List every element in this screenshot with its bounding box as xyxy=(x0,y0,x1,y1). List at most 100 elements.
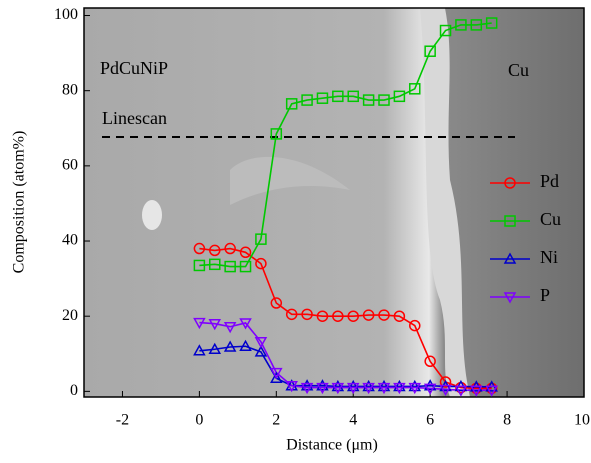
marker xyxy=(485,17,498,29)
marker xyxy=(332,90,344,103)
marker xyxy=(423,383,437,395)
marker xyxy=(270,297,283,309)
legend-marker xyxy=(504,215,516,227)
y-tick-label: 0 xyxy=(70,382,78,399)
marker xyxy=(347,90,359,103)
marker xyxy=(439,384,452,397)
marker xyxy=(270,128,283,140)
y-tick-label: 80 xyxy=(62,81,78,98)
annotation: Linescan xyxy=(102,108,167,128)
micrograph xyxy=(84,8,584,397)
marker xyxy=(316,310,329,322)
legend-marker xyxy=(503,292,517,304)
marker xyxy=(239,318,252,330)
x-tick-label: 0 xyxy=(195,412,203,429)
marker xyxy=(408,382,422,395)
marker xyxy=(239,260,252,273)
y-tick-label: 40 xyxy=(62,232,78,249)
annotation: PdCuNiP xyxy=(100,58,168,78)
marker xyxy=(485,385,498,397)
y-tick-label: 100 xyxy=(54,6,78,23)
marker xyxy=(208,318,222,331)
marker xyxy=(316,92,329,104)
marker xyxy=(362,309,375,321)
marker xyxy=(285,380,298,393)
marker xyxy=(208,342,222,355)
marker xyxy=(209,258,221,271)
marker xyxy=(455,19,467,31)
marker xyxy=(316,382,329,395)
marker xyxy=(254,337,268,349)
marker xyxy=(454,385,468,397)
marker xyxy=(193,259,206,272)
x-tick-label: 4 xyxy=(349,412,357,429)
marker xyxy=(331,379,345,392)
marker xyxy=(424,355,436,368)
marker xyxy=(301,94,313,106)
x-tick-label: 8 xyxy=(503,412,511,429)
legend-label: P xyxy=(540,285,550,305)
marker xyxy=(239,339,252,352)
marker xyxy=(470,19,483,31)
marker xyxy=(378,309,390,321)
marker xyxy=(362,382,375,395)
marker xyxy=(255,233,267,245)
legend-marker xyxy=(503,252,517,264)
x-tick-label: 10 xyxy=(574,412,590,429)
marker xyxy=(393,90,406,103)
marker xyxy=(224,260,236,273)
marker xyxy=(285,308,298,321)
marker xyxy=(377,379,391,392)
x-tick-label: 2 xyxy=(272,412,280,429)
marker xyxy=(346,382,360,395)
marker xyxy=(209,244,221,257)
marker xyxy=(255,257,267,270)
marker xyxy=(423,379,437,391)
legend-label: Pd xyxy=(540,171,559,191)
interface-band xyxy=(420,8,470,397)
marker xyxy=(347,310,359,322)
marker xyxy=(393,379,406,392)
x-axis-label: Distance (μm) xyxy=(286,437,378,454)
marker xyxy=(285,98,298,110)
y-axis-label: Composition (atom%) xyxy=(11,131,28,274)
x-tick-label: -2 xyxy=(116,412,129,429)
y-tick-label: 60 xyxy=(62,157,78,174)
plot-frame xyxy=(83,7,585,398)
marker xyxy=(393,310,406,322)
marker xyxy=(362,379,375,392)
marker xyxy=(470,385,483,397)
marker xyxy=(193,242,206,255)
marker xyxy=(346,379,360,392)
marker xyxy=(224,242,236,255)
grain xyxy=(230,156,350,205)
marker xyxy=(300,382,314,395)
marker xyxy=(439,24,452,37)
marker xyxy=(331,382,345,395)
marker xyxy=(193,317,206,330)
legend-label: Cu xyxy=(540,209,561,229)
annotation: Cu xyxy=(508,60,529,80)
marker xyxy=(223,321,237,334)
marker xyxy=(332,310,344,322)
marker xyxy=(378,94,390,106)
marker xyxy=(193,344,206,356)
marker xyxy=(362,94,375,106)
marker xyxy=(408,379,422,392)
marker xyxy=(409,319,421,332)
marker xyxy=(254,345,268,357)
marker xyxy=(300,379,314,391)
marker xyxy=(239,246,252,259)
x-tick-label: 6 xyxy=(426,412,434,429)
marker xyxy=(223,340,237,352)
particle xyxy=(142,200,162,230)
legend-marker xyxy=(504,177,516,189)
y-tick-label: 20 xyxy=(62,307,78,324)
marker xyxy=(439,376,452,388)
marker xyxy=(270,367,283,380)
legend-label: Ni xyxy=(540,247,558,267)
marker xyxy=(409,83,421,95)
marker xyxy=(393,382,406,395)
